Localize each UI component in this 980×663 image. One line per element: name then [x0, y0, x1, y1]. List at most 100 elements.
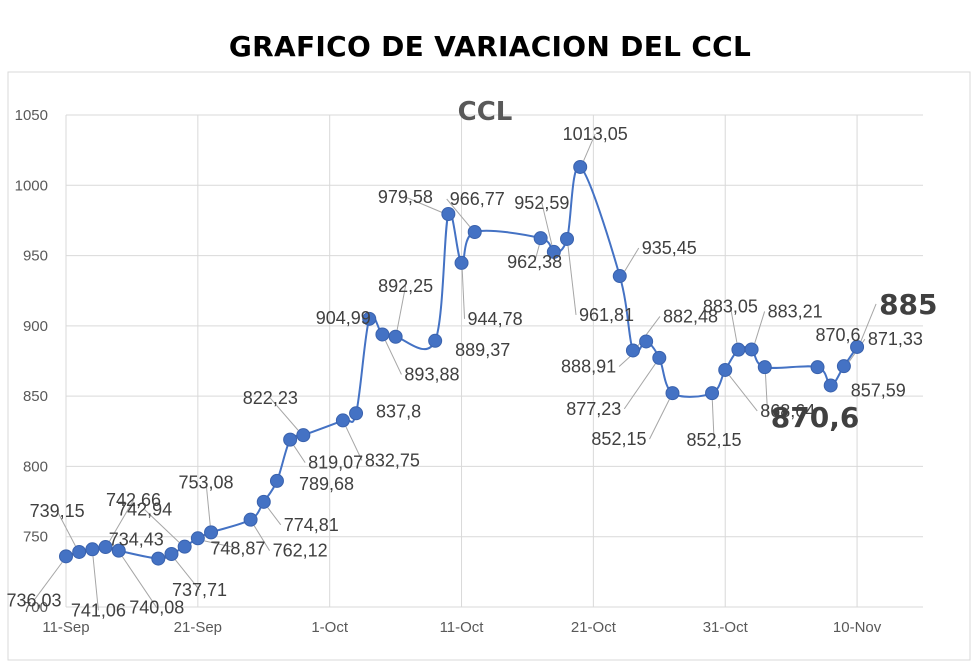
data-points [59, 159, 865, 566]
grid-lines [65, 114, 923, 608]
data-label: 979,58 [378, 187, 433, 207]
page-title: GRAFICO DE VARIACION DEL CCL [228, 30, 752, 63]
data-label: 753,08 [178, 472, 233, 492]
data-label: 774,81 [284, 515, 339, 535]
data-label: 748,87 [210, 538, 265, 558]
label-leader-line [56, 510, 76, 547]
label-leader-line [624, 247, 640, 272]
data-label: 762,12 [273, 541, 328, 561]
data-point [823, 378, 838, 393]
data-label: 935,45 [642, 238, 697, 258]
data-label: 789,68 [299, 474, 354, 494]
data-point [744, 342, 759, 357]
data-point [243, 512, 258, 527]
data-label: 1013,05 [563, 124, 628, 144]
data-label: 742,94 [117, 500, 172, 520]
data-point [441, 206, 456, 221]
label-leader-line [267, 507, 282, 526]
data-point [836, 359, 851, 374]
data-point [72, 544, 87, 559]
data-label: 736,03 [6, 590, 61, 610]
data-label: 870,6 [816, 325, 861, 345]
data-point [546, 244, 561, 259]
label-leader-line [269, 397, 299, 431]
label-leader-line [405, 196, 442, 213]
data-label: 961,81 [579, 305, 634, 325]
y-axis-tick-labels: 700 750 800 850 900 950 1000 1050 [15, 107, 48, 616]
data-point [718, 362, 733, 377]
label-leader-line [253, 525, 271, 551]
data-point [757, 360, 772, 375]
data-point [810, 360, 825, 375]
data-point [151, 551, 166, 566]
y-tick-label: 700 [23, 599, 48, 616]
label-leader-line [33, 561, 63, 601]
data-label: 888,91 [561, 356, 616, 376]
label-leader-line [764, 374, 769, 418]
chart-title: CCL [458, 97, 513, 127]
label-leader-line [384, 340, 402, 375]
data-label: 737,71 [172, 580, 227, 600]
label-leader-line [121, 556, 158, 608]
data-labels: 736,03 739,15 741,06 742,66 740,08 734,43 737,… [6, 124, 937, 620]
x-tick-label: 11-Oct [440, 619, 485, 636]
y-tick-label: 750 [23, 529, 48, 546]
data-point [98, 540, 113, 555]
data-label: 877,23 [566, 399, 621, 419]
data-point [59, 549, 73, 564]
data-point [164, 546, 179, 561]
data-label: 739,15 [30, 501, 85, 521]
label-leader-line [583, 133, 596, 162]
data-point [850, 339, 865, 354]
data-point [335, 413, 350, 428]
chart-area-border [7, 71, 971, 661]
y-tick-label: 850 [23, 388, 48, 405]
data-label: 832,75 [365, 450, 420, 470]
y-tick-label: 950 [23, 248, 48, 265]
data-point [269, 473, 284, 488]
x-axis-tick-labels: 11-Sep 21-Sep 1-Oct 11-Oct 21-Oct 31-Oct 10-No… [42, 619, 881, 636]
data-label: 883,21 [768, 301, 823, 321]
y-tick-label: 900 [23, 318, 48, 335]
data-label: 837,8 [376, 401, 421, 421]
x-tick-label: 10-Nov [833, 619, 882, 636]
data-label: 885 [879, 288, 937, 321]
data-label: 952,59 [514, 193, 569, 213]
y-tick-label: 1000 [15, 177, 48, 194]
data-label: 870,6 [771, 401, 860, 434]
data-point [190, 531, 205, 546]
label-leader-line [729, 375, 758, 412]
data-point [467, 224, 482, 239]
label-leader-line [541, 202, 553, 246]
data-point [375, 327, 390, 342]
data-point [256, 494, 271, 509]
data-point [349, 406, 364, 421]
label-leader-line [293, 445, 306, 463]
label-leader-line [109, 499, 134, 542]
label-leader-line [204, 540, 238, 549]
data-label: 741,06 [71, 600, 126, 620]
data-point [111, 543, 126, 558]
label-leader-line [461, 269, 466, 319]
data-label: 740,08 [129, 598, 184, 618]
y-tick-label: 1050 [15, 107, 48, 124]
x-tick-label: 31-Oct [703, 619, 749, 636]
data-label: 857,59 [851, 380, 906, 400]
data-label: 819,07 [308, 453, 363, 473]
data-label: 889,37 [455, 340, 510, 360]
data-point [705, 386, 720, 401]
data-point [639, 334, 654, 349]
label-leader-line [711, 400, 715, 441]
data-point [204, 525, 219, 540]
x-tick-label: 21-Oct [571, 619, 617, 636]
data-label: 883,05 [703, 297, 758, 317]
data-point [283, 432, 298, 447]
data-point [573, 159, 588, 174]
label-leader-line [174, 559, 200, 591]
label-leader-line [446, 198, 471, 228]
label-leader-line [534, 244, 540, 263]
label-leader-line [649, 399, 670, 440]
data-label: 944,78 [468, 309, 523, 329]
y-tick-label: 800 [23, 458, 48, 475]
